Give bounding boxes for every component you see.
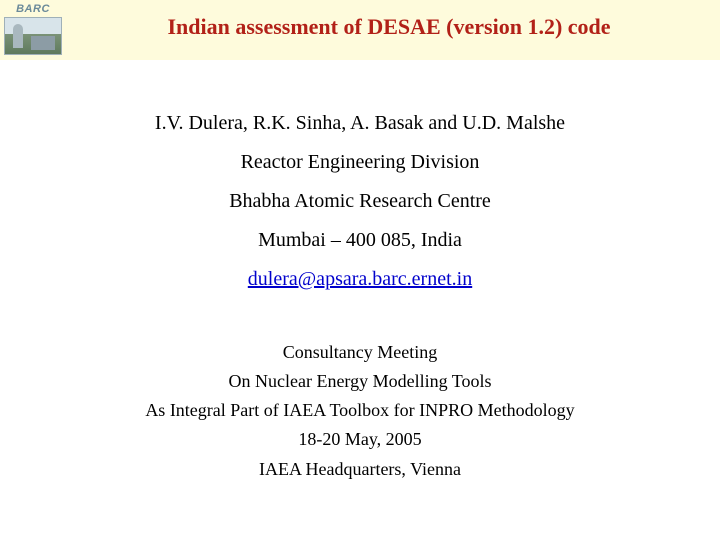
author-email[interactable]: dulera@apsara.barc.ernet.in (248, 268, 472, 290)
authors-block: I.V. Dulera, R.K. Sinha, A. Basak and U.… (0, 104, 720, 299)
meeting-line-1: Consultancy Meeting (0, 338, 720, 367)
meeting-line-2: On Nuclear Energy Modelling Tools (0, 367, 720, 396)
meeting-line-3: As Integral Part of IAEA Toolbox for INP… (0, 396, 720, 425)
meeting-block: Consultancy Meeting On Nuclear Energy Mo… (0, 338, 720, 484)
meeting-dates: 18-20 May, 2005 (0, 425, 720, 454)
slide-title: Indian assessment of DESAE (version 1.2)… (94, 14, 684, 40)
author-email-line: dulera@apsara.barc.ernet.in (0, 260, 720, 299)
meeting-location: IAEA Headquarters, Vienna (0, 455, 720, 484)
author-names: I.V. Dulera, R.K. Sinha, A. Basak and U.… (0, 104, 720, 143)
barc-logo: BARC (2, 3, 64, 57)
author-address: Mumbai – 400 085, India (0, 221, 720, 260)
reactor-icon (4, 17, 62, 55)
author-centre: Bhabha Atomic Research Centre (0, 182, 720, 221)
author-division: Reactor Engineering Division (0, 143, 720, 182)
logo-label: BARC (16, 3, 50, 15)
